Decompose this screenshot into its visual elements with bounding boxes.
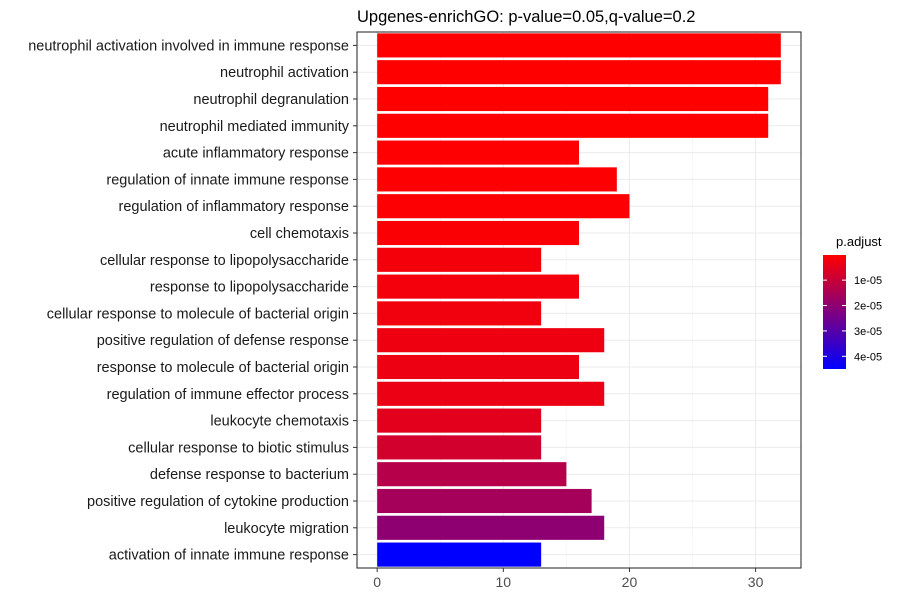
y-tick-label: regulation of inflammatory response bbox=[118, 199, 349, 215]
bar bbox=[377, 301, 542, 326]
y-tick-label: response to lipopolysaccharide bbox=[150, 280, 349, 296]
y-tick-label: cellular response to molecule of bacteri… bbox=[47, 306, 349, 322]
y-tick-label: regulation of innate immune response bbox=[106, 172, 349, 188]
bar bbox=[377, 274, 579, 299]
bar bbox=[377, 354, 579, 380]
bar bbox=[377, 328, 605, 353]
y-tick-label: leukocyte chemotaxis bbox=[210, 414, 349, 430]
x-tick-label: 0 bbox=[373, 574, 381, 590]
bar bbox=[377, 381, 605, 406]
y-tick-label: neutrophil activation bbox=[220, 65, 349, 81]
y-tick-label: cellular response to biotic stimulus bbox=[128, 440, 349, 456]
legend-tick-label: 3e-05 bbox=[854, 326, 882, 338]
legend-colorbar bbox=[823, 255, 846, 369]
bar bbox=[377, 462, 567, 487]
bar bbox=[377, 542, 542, 567]
x-tick-label: 20 bbox=[622, 574, 638, 590]
bar bbox=[377, 60, 781, 85]
y-tick-label: positive regulation of cytokine producti… bbox=[87, 494, 349, 510]
bar bbox=[377, 515, 605, 540]
y-tick-label: cellular response to lipopolysaccharide bbox=[100, 253, 349, 269]
bar bbox=[377, 86, 769, 112]
y-tick-label: positive regulation of defense response bbox=[97, 333, 349, 349]
bar bbox=[377, 220, 579, 246]
bar bbox=[377, 488, 592, 514]
y-tick-label: response to molecule of bacterial origin bbox=[97, 360, 349, 376]
x-tick-label: 30 bbox=[748, 574, 764, 590]
y-tick-label: leukocyte migration bbox=[224, 521, 349, 537]
y-tick-label: cell chemotaxis bbox=[250, 226, 349, 242]
chart-title: Upgenes-enrichGO: p-value=0.05,q-value=0… bbox=[357, 8, 695, 26]
bar bbox=[377, 33, 781, 58]
bar bbox=[377, 167, 617, 192]
plot-panel bbox=[357, 32, 801, 568]
bar bbox=[377, 113, 769, 138]
bar bbox=[377, 408, 542, 433]
bar bbox=[377, 435, 542, 460]
bar bbox=[377, 247, 542, 272]
y-tick-label: activation of innate immune response bbox=[109, 548, 349, 564]
legend-tick-label: 1e-05 bbox=[854, 275, 882, 287]
y-tick-label: neutrophil mediated immunity bbox=[160, 119, 350, 135]
y-tick-label: neutrophil degranulation bbox=[193, 92, 349, 108]
y-tick-label: regulation of immune effector process bbox=[107, 387, 349, 403]
bar bbox=[377, 140, 579, 165]
y-tick-label: defense response to bacterium bbox=[150, 467, 349, 483]
legend-tick-label: 4e-05 bbox=[854, 351, 882, 363]
plot-border bbox=[356, 31, 802, 569]
y-tick-label: neutrophil activation involved in immune… bbox=[28, 38, 349, 54]
x-tick-label: 10 bbox=[496, 574, 512, 590]
bar bbox=[377, 194, 630, 219]
legend-tick-label: 2e-05 bbox=[854, 301, 882, 313]
legend-title: p.adjust bbox=[836, 234, 882, 249]
y-tick-label: acute inflammatory response bbox=[163, 146, 349, 162]
